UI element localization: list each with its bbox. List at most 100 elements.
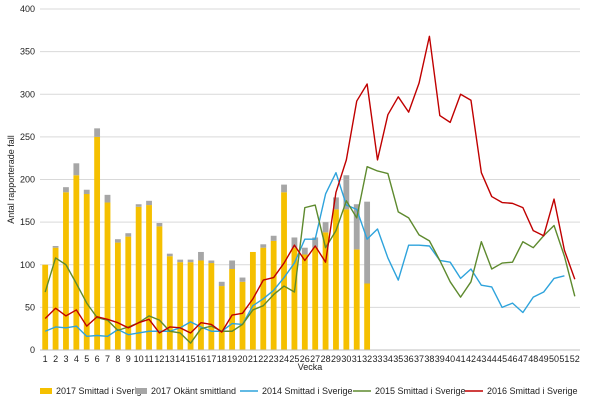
x-tick-label: 46 [507, 354, 517, 364]
legend-label: 2017 Smittad i Sverige [56, 386, 147, 396]
legend-label: 2016 Smittad i Sverige [487, 386, 578, 396]
bar-2017-okant [281, 184, 287, 193]
x-tick-label: 4 [74, 354, 79, 364]
legend-label: 2014 Smittad i Sverige [262, 386, 353, 396]
x-tick-label: 31 [352, 354, 362, 364]
x-axis-title: Vecka [298, 362, 323, 372]
bar-2017-okant [208, 260, 215, 264]
x-tick-label: 2 [53, 354, 58, 364]
bar-2017-okant [239, 277, 246, 282]
x-tick-label: 40 [445, 354, 455, 364]
x-tick-label: 51 [559, 354, 569, 364]
x-tick-label: 5 [84, 354, 89, 364]
bar-2017-okant [94, 128, 101, 137]
y-tick-label: 0 [30, 345, 35, 355]
bar-2017-okant [187, 259, 194, 263]
bar-2017-okant [270, 235, 277, 241]
x-tick-label: 39 [435, 354, 445, 364]
x-tick-label: 48 [528, 354, 538, 364]
x-tick-label: 3 [63, 354, 68, 364]
x-tick-label: 27 [310, 354, 320, 364]
bar-2017-sverige [208, 263, 215, 350]
bar-2017-sverige [281, 192, 287, 350]
bar-2017-sverige [166, 256, 173, 350]
bar-2017-sverige [125, 236, 132, 350]
bar-2017-sverige [42, 264, 49, 350]
x-tick-label: 13 [165, 354, 175, 364]
x-tick-label: 38 [424, 354, 434, 364]
bar-2017-sverige [301, 254, 308, 350]
legend-swatch [135, 388, 147, 394]
bar-2017-okant [364, 201, 371, 284]
bar-2017-sverige [249, 251, 256, 350]
bar-2017-okant [156, 222, 163, 227]
x-tick-label: 29 [331, 354, 341, 364]
x-tick-label: 23 [269, 354, 279, 364]
bar-2017-sverige [177, 262, 184, 350]
x-tick-label: 42 [466, 354, 476, 364]
bar-2017-sverige [156, 226, 163, 350]
bar-2017-okant [114, 239, 121, 243]
x-tick-label: 25 [289, 354, 299, 364]
x-tick-label: 15 [186, 354, 196, 364]
y-tick-label: 150 [20, 217, 35, 227]
bar-2017-okant [135, 204, 142, 207]
bar-2017-okant [177, 259, 184, 263]
bar-2017-sverige [135, 206, 142, 350]
bar-2017-sverige [198, 260, 204, 350]
x-tick-label: 14 [175, 354, 185, 364]
bar-2017-okant [52, 245, 59, 248]
series-line-2016 [44, 35, 576, 334]
x-tick-label: 19 [227, 354, 237, 364]
bar-2017-okant [301, 247, 308, 255]
bar-2017-sverige [146, 205, 152, 350]
bar-2017-okant [146, 200, 152, 206]
x-tick-label: 34 [383, 354, 393, 364]
bar-2017-sverige [333, 209, 339, 350]
bar-2017-sverige [229, 269, 236, 350]
x-tick-label: 36 [404, 354, 414, 364]
bar-2017-sverige [218, 286, 225, 350]
legend-label: 2017 Okänt smittland [151, 386, 236, 396]
bar-2017-okant [291, 237, 298, 248]
bar-2017-sverige [187, 262, 194, 350]
x-tick-label: 35 [393, 354, 403, 364]
bar-2017-sverige [52, 247, 59, 350]
x-tick-label: 18 [217, 354, 227, 364]
x-tick-label: 10 [134, 354, 144, 364]
bar-2017-sverige [312, 247, 319, 350]
bar-2017-okant [125, 233, 132, 237]
series-lines [44, 35, 576, 344]
x-tick-label: 41 [456, 354, 466, 364]
x-tick-label: 28 [321, 354, 331, 364]
bar-2017-sverige [73, 175, 80, 350]
bar-2017-okant [218, 281, 225, 287]
legend: 2017 Smittad i Sverige 2017 Okänt smittla… [40, 386, 578, 396]
y-tick-label: 300 [20, 89, 35, 99]
x-tick-label: 11 [144, 354, 153, 364]
bar-2017-okant [104, 194, 111, 203]
bar-2017-okant [198, 251, 204, 261]
x-tick-label: 6 [95, 354, 100, 364]
y-tick-label: 350 [20, 47, 35, 57]
x-tick-label: 12 [154, 354, 164, 364]
x-tick-label: 44 [487, 354, 497, 364]
bar-2017-sverige [94, 136, 101, 350]
x-tick-label: 9 [126, 354, 131, 364]
x-tick-label: 1 [43, 354, 48, 364]
y-tick-label: 400 [20, 4, 35, 14]
y-tick-label: 250 [20, 132, 35, 142]
x-tick-label: 21 [248, 354, 258, 364]
x-tick-label: 16 [196, 354, 206, 364]
x-tick-label: 33 [372, 354, 382, 364]
x-tick-label: 47 [518, 354, 528, 364]
legend-swatch [40, 388, 52, 394]
x-tick-label: 50 [549, 354, 559, 364]
bar-2017-sverige [322, 232, 329, 350]
x-tick-label: 30 [341, 354, 351, 364]
bar-2017-okant [73, 163, 80, 176]
y-axis-title: Antal rapporterade fall [6, 135, 16, 224]
y-tick-label: 50 [25, 302, 35, 312]
bar-2017-okant [229, 260, 236, 270]
bar-2017-sverige [239, 281, 246, 350]
